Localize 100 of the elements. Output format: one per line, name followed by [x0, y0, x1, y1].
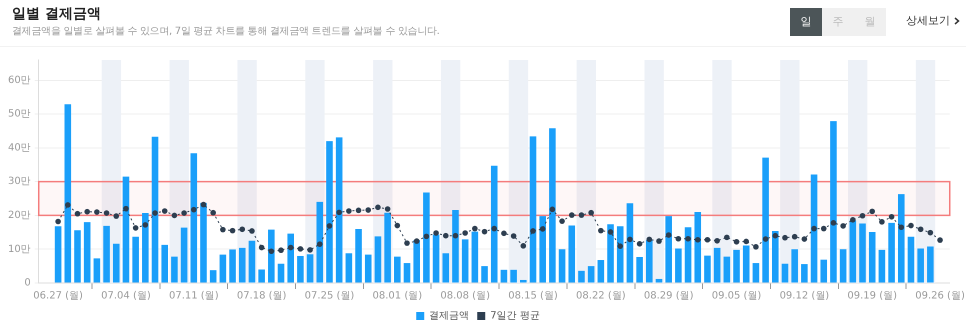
legend-label: 결제금액: [429, 310, 470, 322]
bar: [442, 253, 450, 282]
y-tick-label: 50만: [8, 108, 31, 120]
y-tick-label: 40만: [8, 142, 31, 154]
bar: [927, 246, 934, 282]
bar: [84, 222, 90, 282]
bar: [64, 104, 72, 282]
bar: [452, 210, 459, 282]
bar: [714, 248, 720, 282]
text: 일: [790, 8, 822, 36]
bar: [859, 224, 866, 282]
y-tick-label: 20만: [8, 210, 31, 222]
bar: [868, 232, 876, 282]
y-tick-label: 30만: [8, 176, 31, 188]
bar: [210, 270, 216, 282]
bar: [724, 256, 730, 282]
y-tick-label: 10만: [8, 244, 31, 255]
bar: [394, 256, 401, 282]
bar: [200, 202, 207, 282]
bar: [684, 227, 692, 282]
bar: [791, 249, 798, 282]
bar: [248, 240, 256, 282]
x-tick-label: 08.15 (월): [508, 290, 558, 302]
bar: [558, 249, 566, 282]
bar: [598, 260, 604, 282]
bar: [238, 248, 246, 282]
x-tick-label: 08.01 (월): [372, 290, 422, 302]
legend-label: 7일간 평균: [490, 310, 540, 322]
bar: [364, 254, 372, 282]
x-tick-label: 09.26 (월): [915, 290, 965, 302]
bar: [616, 226, 624, 282]
bar: [665, 216, 672, 282]
bar: [374, 236, 382, 282]
bar: [490, 166, 498, 282]
bar: [656, 278, 662, 282]
bar: [278, 264, 284, 282]
bar: [404, 263, 410, 282]
bar: [462, 239, 468, 282]
bar: [112, 244, 120, 282]
bar: [607, 224, 614, 282]
bar: [530, 136, 536, 282]
bar: [810, 174, 818, 282]
bar: [830, 121, 837, 282]
bar: [578, 270, 585, 282]
bar: [346, 253, 352, 282]
bar: [898, 194, 905, 282]
bar: [103, 226, 110, 282]
x-tick-label: 09.12 (월): [780, 290, 830, 302]
x-tick-label: 08.22 (월): [576, 290, 626, 302]
bar: [752, 263, 760, 282]
x-tick-label: 09.19 (월): [847, 290, 898, 302]
x-tick-label: 09.05 (월): [712, 290, 762, 302]
x-tick-label: 06.27 (월): [33, 290, 84, 302]
bar: [190, 153, 198, 282]
bar: [636, 256, 643, 282]
bar: [568, 226, 576, 282]
bar: [481, 266, 488, 282]
bar: [588, 266, 594, 282]
bar: [132, 236, 139, 282]
bar: [74, 230, 81, 282]
bar: [801, 264, 808, 282]
bar: [122, 176, 130, 282]
bar: [54, 226, 62, 282]
bar: [152, 136, 158, 282]
bar: [694, 212, 702, 282]
bar: [675, 248, 682, 282]
bar: [161, 244, 168, 282]
bar: [326, 141, 333, 282]
chart-title: 일별 결제금액: [12, 5, 101, 23]
x-tick-label: 08.29 (월): [644, 290, 694, 302]
bar: [229, 250, 236, 282]
bar: [500, 270, 508, 282]
bar: [772, 230, 779, 282]
bar: [180, 228, 188, 282]
bar: [258, 269, 265, 282]
bar: [626, 203, 634, 282]
bar: [762, 158, 769, 282]
bar: [917, 248, 924, 282]
x-tick-label: 07.25 (월): [304, 290, 354, 302]
bar: [336, 137, 342, 282]
x-tick-label: 07.18 (월): [236, 290, 287, 302]
bar: [355, 228, 362, 282]
bar: [782, 264, 788, 282]
bar: [704, 256, 711, 282]
bar: [510, 270, 517, 282]
x-tick-label: 07.11 (월): [168, 290, 219, 302]
chart-subtitle: 결제금액을 일별로 살펴볼 수 있으며, 7일 평균 차트를 통해 결제금액 트렌드를 살펴볼 수 있습니다.: [12, 25, 440, 38]
bar: [171, 256, 178, 282]
bar: [423, 192, 430, 282]
bar: [268, 230, 275, 282]
bar: [94, 258, 100, 282]
bar: [142, 213, 149, 282]
bar: [520, 280, 527, 282]
bar: [878, 250, 886, 282]
bar: [220, 254, 226, 282]
bar: [549, 128, 556, 282]
y-tick-label: 60만: [8, 74, 31, 86]
bar: [539, 216, 546, 282]
bar: [908, 236, 914, 282]
text: 상세보기: [906, 13, 950, 28]
